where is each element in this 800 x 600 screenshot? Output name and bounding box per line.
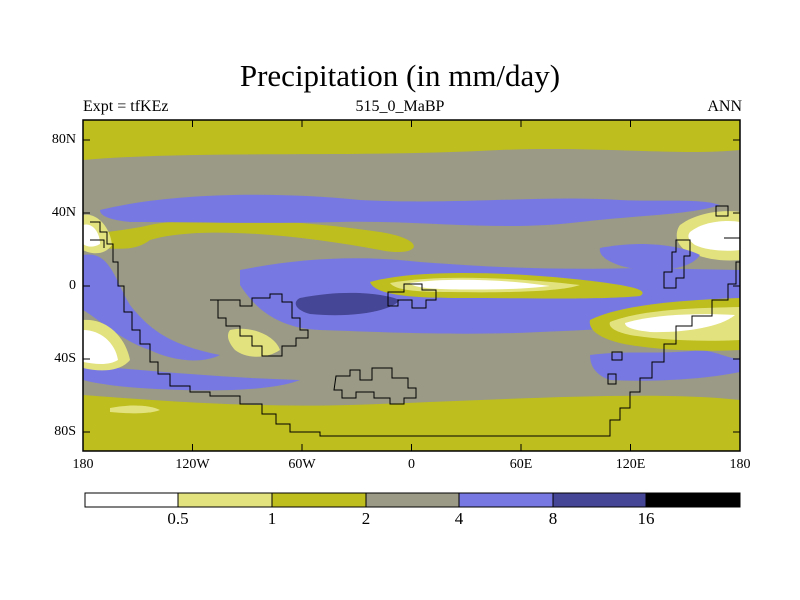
y-tick-label: 40N — [51, 205, 76, 220]
colorbar-swatch-5 — [458, 492, 554, 508]
x-tick-label: 60E — [509, 457, 533, 472]
colorbar-swatch-7 — [645, 492, 741, 508]
season-label: ANN — [707, 98, 742, 115]
colorbar-label: 2 — [361, 509, 371, 528]
x-tick-label: 120W — [175, 457, 210, 472]
colorbar-swatch-3 — [271, 492, 367, 508]
colorbar-label: 8 — [548, 509, 558, 528]
colorbar-label: 0.5 — [167, 509, 189, 528]
y-ticks — [83, 139, 740, 433]
period-label: 515_0_MaBP — [355, 98, 445, 115]
colorbar-label: 16 — [637, 509, 655, 528]
x-tick-label: 180 — [729, 457, 751, 472]
map-title: Precipitation (in mm/day) — [239, 58, 561, 93]
colorbar — [84, 492, 741, 508]
x-tick-label: 120E — [615, 457, 646, 472]
y-tick-label: 0 — [69, 278, 76, 293]
x-tick-label: 180 — [72, 457, 94, 472]
experiment-label: Expt = tfKEz — [83, 98, 169, 115]
x-tick-label: 60W — [288, 457, 316, 472]
continent-outlines — [90, 205, 740, 437]
colorbar-swatch-2 — [177, 492, 273, 508]
precip-field — [83, 120, 740, 451]
y-tick-label: 80S — [54, 424, 76, 439]
colorbar-swatch-1 — [84, 492, 179, 508]
y-tick-label: 80N — [51, 132, 76, 147]
y-tick-label: 40S — [54, 351, 76, 366]
x-ticks — [192, 120, 631, 451]
colorbar-swatch-4 — [365, 492, 460, 508]
colorbar-label: 4 — [454, 509, 464, 528]
x-tick-label: 0 — [408, 457, 415, 472]
colorbar-label: 1 — [267, 509, 277, 528]
colorbar-swatch-6 — [552, 492, 647, 508]
